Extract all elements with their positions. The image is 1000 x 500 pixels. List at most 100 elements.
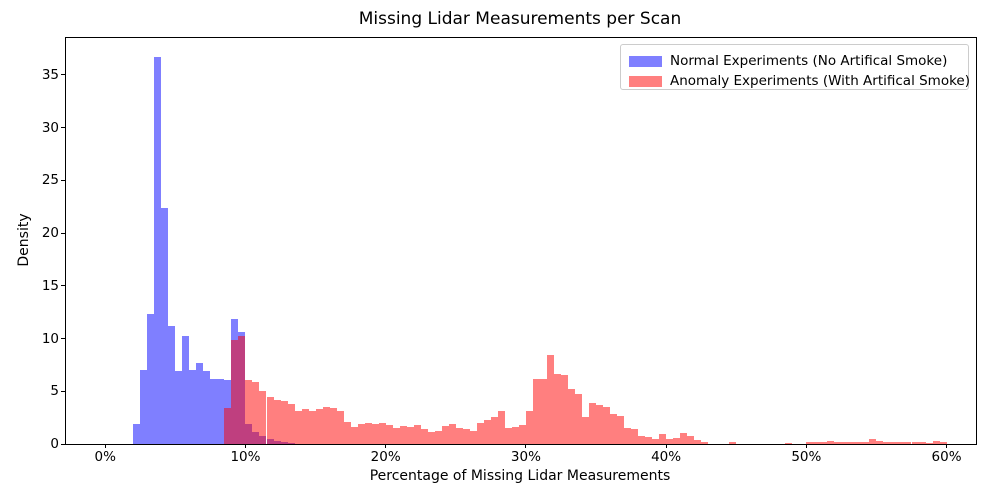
- histogram-bar-anomaly: [476, 422, 484, 444]
- y-tick-label: 0: [50, 436, 59, 452]
- histogram-bar-anomaly: [855, 442, 863, 444]
- histogram-bar-anomaly: [553, 374, 561, 444]
- y-tick-label: 25: [41, 172, 59, 189]
- histogram-bar-anomaly: [469, 431, 477, 444]
- histogram-bar-anomaly: [294, 411, 302, 444]
- histogram-bar-normal: [203, 371, 211, 444]
- histogram-bar-anomaly: [918, 441, 926, 444]
- histogram-bar-anomaly: [455, 427, 463, 444]
- histogram-bar-anomaly: [701, 441, 709, 444]
- legend-label-normal: Normal Experiments (No Artifical Smoke): [670, 53, 948, 69]
- x-tick-label: 50%: [791, 449, 822, 465]
- histogram-bar-anomaly: [497, 411, 505, 444]
- histogram-bar-anomaly: [336, 411, 344, 444]
- chart-title: Missing Lidar Measurements per Scan: [358, 9, 682, 29]
- histogram-bar-anomaly: [939, 442, 947, 444]
- histogram-bar-anomaly: [315, 409, 323, 444]
- histogram-bar-normal: [133, 423, 141, 444]
- histogram-bar-anomaly: [343, 421, 351, 444]
- histogram-bar-anomaly: [638, 436, 646, 444]
- histogram-bar-anomaly: [925, 442, 933, 444]
- y-tick-mark: [61, 232, 65, 234]
- histogram-bar-anomaly: [399, 426, 407, 444]
- histogram-bar-anomaly: [238, 336, 246, 444]
- histogram-bar-anomaly: [350, 427, 358, 444]
- histogram-bar-anomaly: [462, 429, 470, 444]
- histogram-bar-anomaly: [890, 441, 898, 444]
- histogram-bar-anomaly: [252, 381, 260, 444]
- histogram-bar-anomaly: [518, 425, 526, 444]
- histogram-bar-normal: [196, 362, 204, 444]
- histogram-bar-normal: [168, 325, 176, 444]
- x-tick-label: 10%: [230, 449, 261, 465]
- histogram-bar-anomaly: [841, 442, 849, 444]
- histogram-bar-normal: [182, 336, 190, 444]
- histogram-bar-anomaly: [259, 391, 267, 444]
- histogram-bar-anomaly: [427, 432, 435, 444]
- histogram-bar-normal: [147, 314, 155, 444]
- histogram-bar-anomaly: [729, 442, 737, 444]
- y-tick-label: 15: [41, 277, 59, 294]
- histogram-bar-anomaly: [869, 439, 877, 444]
- histogram-bar-anomaly: [378, 422, 386, 444]
- histogram-bar-anomaly: [287, 403, 295, 444]
- histogram-bar-anomaly: [504, 427, 512, 444]
- x-tick-label: 20%: [370, 449, 401, 465]
- histogram-bar-anomaly: [834, 441, 842, 444]
- histogram-bar-anomaly: [862, 441, 870, 444]
- x-tick-label: 30%: [510, 449, 541, 465]
- histogram-bar-anomaly: [827, 441, 835, 444]
- histogram-bar-normal: [175, 371, 183, 444]
- histogram-bar-anomaly: [666, 438, 674, 444]
- histogram-bar-anomaly: [687, 436, 695, 444]
- histogram-bar-anomaly: [511, 426, 519, 444]
- histogram-bar-anomaly: [392, 427, 400, 444]
- histogram-bar-anomaly: [420, 429, 428, 444]
- x-tick-mark: [104, 444, 106, 448]
- histogram-bar-anomaly: [610, 414, 618, 444]
- y-axis-label: Density: [16, 213, 32, 267]
- y-tick-mark: [61, 390, 65, 392]
- histogram-bar-anomaly: [546, 355, 554, 444]
- histogram-bar-normal: [189, 370, 197, 444]
- y-tick-label: 35: [41, 66, 59, 83]
- y-tick-mark: [61, 338, 65, 340]
- histogram-bar-anomaly: [589, 402, 596, 444]
- histogram-bar-normal: [210, 378, 218, 444]
- histogram-bar-anomaly: [820, 441, 828, 444]
- histogram-bar-normal: [140, 370, 148, 444]
- y-tick-label: 5: [50, 383, 59, 400]
- histogram-bar-anomaly: [904, 442, 912, 444]
- histogram-bar-normal: [154, 56, 162, 444]
- legend-swatch-normal: [629, 55, 662, 67]
- histogram-bar-anomaly: [673, 437, 681, 444]
- histogram-bar-anomaly: [680, 432, 688, 444]
- histogram-bar-anomaly: [245, 379, 253, 444]
- x-tick-mark: [665, 444, 667, 448]
- histogram-bar-anomaly: [932, 440, 940, 444]
- y-tick-label: 10: [41, 330, 59, 347]
- histogram-bar-anomaly: [603, 407, 611, 444]
- legend-item-anomaly: Anomaly Experiments (With Artifical Smok…: [629, 71, 970, 91]
- histogram-bar-normal: [161, 207, 169, 444]
- y-tick-mark: [61, 127, 65, 129]
- histogram-bar-anomaly: [652, 438, 660, 444]
- histogram-bar-anomaly: [876, 440, 884, 444]
- histogram-bar-anomaly: [273, 399, 281, 444]
- histogram-bar-anomaly: [806, 441, 814, 444]
- legend-item-normal: Normal Experiments (No Artifical Smoke): [629, 51, 960, 71]
- histogram-bar-anomaly: [848, 442, 856, 444]
- histogram-bar-anomaly: [448, 423, 456, 444]
- y-tick-mark: [61, 285, 65, 287]
- histogram-bar-anomaly: [581, 416, 589, 444]
- plot-area: 0% 10% 20% 30% 40% 50% 60% 0 5 10 15 20 25 30 35: [42, 37, 977, 465]
- histogram-bar-anomaly: [883, 441, 891, 444]
- x-axis-label: Percentage of Missing Lidar Measurements: [369, 468, 671, 484]
- x-tick-label: 40%: [651, 449, 682, 465]
- x-tick-mark: [805, 444, 807, 448]
- histogram-bar-anomaly: [308, 411, 316, 444]
- x-tick-mark: [946, 444, 948, 448]
- histogram-bar-anomaly: [406, 427, 414, 444]
- histogram-bar-anomaly: [624, 427, 632, 444]
